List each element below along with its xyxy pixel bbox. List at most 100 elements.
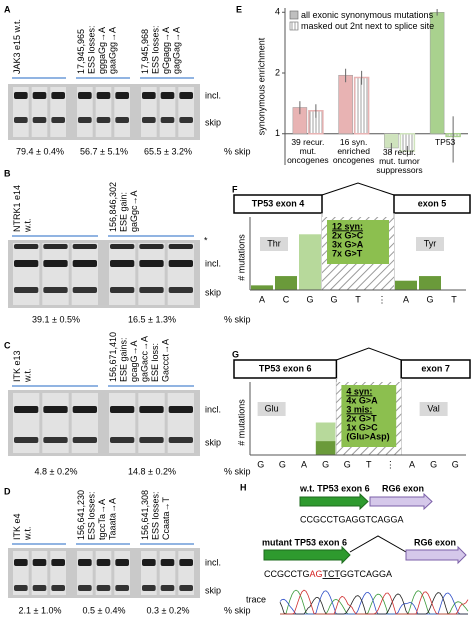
x-tick-label: A	[259, 294, 265, 304]
lane-header: ESS losses:	[151, 491, 161, 540]
aa-box	[257, 402, 286, 416]
gel-band	[78, 92, 92, 99]
gel-band	[51, 559, 65, 566]
gel-band	[51, 585, 65, 591]
sequence-part: AG	[310, 569, 323, 579]
x-tick-label: G	[426, 294, 433, 304]
lane-header: 156,641,230	[76, 490, 86, 540]
skip-value: 14.8 ± 0.2%	[128, 466, 176, 476]
panel-label: D	[4, 486, 11, 496]
bar	[338, 74, 353, 134]
skip-unit: % skip	[224, 466, 251, 476]
band-label: skip	[205, 437, 221, 447]
gel-band	[115, 92, 129, 99]
mutant-sequence: CCGCCTGAGTCTGGTCAGGA	[264, 569, 392, 579]
gel-band	[32, 585, 47, 591]
band-marker: *	[204, 235, 208, 245]
x-tick-label: 39 recur. mut. oncogenes	[287, 136, 329, 165]
skip-value: 0.3 ± 0.2%	[147, 605, 190, 615]
gel-band	[96, 117, 111, 123]
gel-band	[32, 559, 47, 566]
gel-band	[110, 437, 135, 443]
trace-curve	[280, 589, 469, 615]
aa-box	[260, 237, 288, 251]
gel-band	[14, 559, 28, 566]
panel-label: F	[232, 184, 238, 194]
gel-band	[51, 92, 65, 99]
x-tick-label: G	[452, 459, 459, 469]
gel-band	[142, 559, 156, 566]
note-line: 1x G>C	[346, 422, 378, 432]
bar	[275, 276, 297, 290]
exon-label: exon 7	[421, 363, 450, 373]
note-box	[341, 385, 397, 447]
gel-band	[142, 92, 156, 99]
trace-label: trace	[246, 594, 266, 604]
lane-header: gaGacc→A	[140, 336, 150, 382]
lane-header: w.t.	[23, 368, 33, 383]
gel-band	[43, 406, 68, 413]
skip-value: 39.1 ± 0.5%	[32, 314, 80, 324]
panel-label: H	[240, 482, 247, 492]
gel-band	[160, 117, 175, 123]
gel-band	[72, 244, 97, 249]
lane-header: gggaGg→A	[97, 27, 107, 74]
gel-band	[168, 406, 193, 413]
note-line: 7x G>T	[332, 248, 363, 258]
gel-band	[168, 244, 193, 249]
band-label: incl.	[205, 404, 221, 414]
exon-box	[233, 359, 338, 379]
gel-band	[160, 559, 175, 566]
gel-band	[179, 92, 193, 99]
note-line: 3x G>A	[332, 239, 364, 249]
bar	[251, 285, 273, 290]
exon-arrow	[263, 545, 351, 565]
aa-box	[419, 402, 448, 416]
exon-title: mutant TP53 exon 6	[262, 537, 347, 547]
note-line: 2x G>T	[346, 413, 377, 423]
gel-lane	[50, 87, 66, 137]
lane-header: gaaGgg→A	[108, 27, 118, 74]
gel-band	[179, 559, 193, 566]
gel-lane	[71, 393, 98, 453]
note-line: 4 syn:	[346, 386, 372, 396]
skip-value: 16.5 ± 1.3%	[128, 314, 176, 324]
gel-band	[14, 260, 39, 267]
skip-value: 79.4 ± 0.4%	[16, 146, 64, 156]
x-tick-label: G	[344, 459, 351, 469]
gel-lane	[42, 393, 69, 453]
skip-unit: % skip	[224, 605, 251, 615]
y-axis-label: # mutations	[236, 234, 246, 281]
gel-band	[142, 117, 156, 123]
gel-lane	[42, 243, 69, 305]
bar	[395, 280, 417, 290]
x-tick-label: G	[430, 459, 437, 469]
exon-title: RG6 exon	[414, 537, 456, 547]
gel-band	[110, 260, 135, 267]
x-tick-label: G	[330, 294, 337, 304]
bar	[299, 234, 321, 290]
gel-band	[115, 585, 129, 591]
lane-header: gGgagg→A	[161, 27, 171, 74]
x-tick-label: T	[366, 459, 372, 469]
gel-band	[14, 117, 28, 123]
gel-band	[115, 117, 129, 123]
lane-header: JAK3 e15 w.t.	[12, 19, 22, 74]
x-tick-label: T	[355, 294, 361, 304]
gel-lane	[167, 243, 194, 305]
panel-label: B	[4, 168, 11, 178]
gel-band	[96, 559, 111, 566]
gel-band	[139, 244, 164, 249]
gel-lane	[178, 87, 194, 137]
x-tick-label: A	[409, 459, 415, 469]
x-tick-label: ⋮	[386, 459, 395, 469]
gel-lane	[141, 87, 157, 137]
legend-label: all exonic synonymous mutations	[301, 10, 434, 20]
y-tick-label: 1	[275, 128, 280, 138]
trace-curve	[279, 590, 468, 615]
note-box	[327, 220, 389, 264]
gel-band	[96, 92, 111, 99]
gel-band	[72, 260, 97, 267]
skip-value: 65.5 ± 3.2%	[144, 146, 192, 156]
